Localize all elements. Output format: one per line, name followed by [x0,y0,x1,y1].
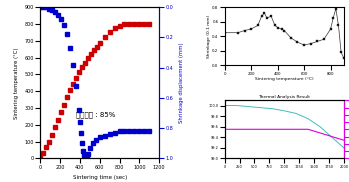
Y-axis label: Shrinkage displacement (mm): Shrinkage displacement (mm) [179,43,184,123]
X-axis label: Sintering temperature (°C): Sintering temperature (°C) [255,77,313,81]
Title: Thermal Analysis Result: Thermal Analysis Result [258,95,310,99]
Y-axis label: Sintering temperature (°C): Sintering temperature (°C) [14,47,19,118]
Y-axis label: Shrinkage (0.1 mm): Shrinkage (0.1 mm) [207,15,211,58]
X-axis label: Sintering time (sec): Sintering time (sec) [73,175,127,180]
Text: 상대밀도 : 85%: 상대밀도 : 85% [76,111,116,118]
